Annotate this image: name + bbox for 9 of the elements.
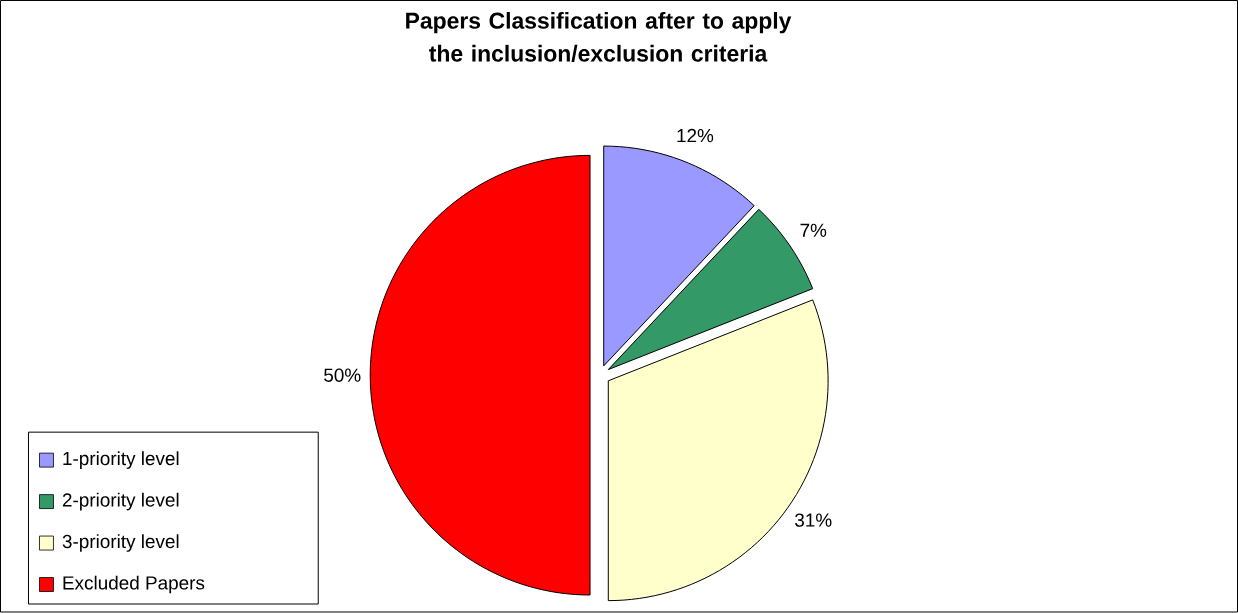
data-label: 7% xyxy=(800,223,827,238)
legend-label: 1-priority level xyxy=(63,451,179,470)
data-label: 50% xyxy=(324,368,361,383)
legend-label: Excluded Papers xyxy=(63,575,205,594)
chart-title: Papers Classification after to apply the inclusion/exclusion criteria xyxy=(406,12,792,63)
data-label: 31% xyxy=(795,513,832,528)
legend-label: 3-priority level xyxy=(62,534,179,553)
data-label: 12% xyxy=(677,129,714,143)
legend-label: 2-priority level xyxy=(62,493,179,511)
